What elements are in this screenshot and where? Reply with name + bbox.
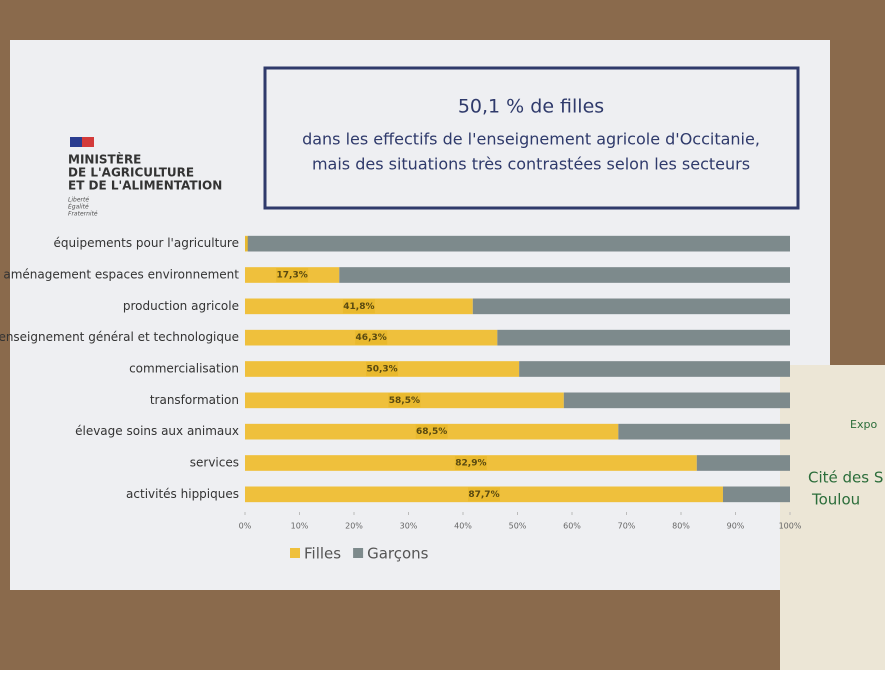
legend-swatch [353, 548, 364, 558]
y-tick-label: transformation [150, 393, 239, 407]
bar [563, 392, 790, 409]
value-label-box [415, 424, 448, 439]
value-label: 50,3% [366, 365, 397, 375]
value-label: 82,9% [455, 459, 486, 469]
bar [618, 423, 790, 440]
x-tick-label: 30% [400, 522, 418, 531]
logo-motto: Liberté [68, 197, 89, 204]
chart-subtitle: mais des situations très contrastées sel… [312, 155, 750, 174]
logo-motto: Fraternité [68, 211, 98, 218]
x-tick-label: 40% [454, 522, 472, 531]
value-label: 68,5% [416, 427, 447, 437]
chart-title: 50,1 % de filles [458, 96, 604, 118]
banner-text: Cité des S [808, 469, 883, 487]
value-label-box [467, 487, 500, 502]
bar [722, 486, 790, 503]
value-label: 58,5% [389, 396, 420, 406]
y-tick-label: élevage soins aux animaux [75, 424, 239, 438]
banner-text: Expo [850, 418, 877, 431]
legend-label: Garçons [367, 545, 429, 563]
y-tick-label: services [190, 456, 239, 470]
value-label: 87,7% [468, 490, 499, 500]
value-label: 17,3% [277, 271, 308, 281]
bar [339, 267, 790, 283]
bar [497, 329, 790, 346]
y-tick-label: commercialisation [129, 362, 239, 376]
value-label-box [355, 330, 388, 345]
slide [10, 40, 830, 590]
x-tick-label: 10% [291, 522, 309, 531]
value-label-box [388, 393, 421, 408]
value-label-box [276, 268, 309, 282]
x-tick-label: 0% [239, 522, 252, 531]
legend-swatch [290, 548, 300, 558]
banner-text: Toulou [811, 491, 860, 509]
value-label-box [454, 456, 487, 470]
logo-text: DE L'AGRICULTURE [68, 166, 194, 180]
y-tick-label: production agricole [123, 299, 239, 313]
value-label-box [366, 362, 399, 376]
y-tick-label: aménagement espaces environnement [3, 268, 239, 282]
bar [247, 235, 791, 252]
bar [472, 298, 790, 315]
x-tick-label: 20% [345, 522, 363, 531]
x-tick-label: 70% [618, 522, 636, 531]
logo-text: MINISTÈRE [68, 152, 141, 167]
banner [780, 365, 885, 670]
bar [696, 455, 790, 471]
logo-motto: Égalité [68, 203, 89, 211]
title-box [263, 66, 800, 210]
value-label-box [342, 299, 375, 314]
x-tick-label: 80% [672, 522, 690, 531]
x-tick-label: 90% [727, 522, 745, 531]
x-tick-label: 100% [779, 522, 802, 531]
x-tick-label: 60% [563, 522, 581, 531]
bar [519, 361, 790, 377]
x-tick-label: 50% [509, 522, 527, 531]
logo-text: ET DE L'ALIMENTATION [68, 179, 222, 193]
value-label: 41,8% [343, 302, 374, 312]
y-tick-label: activités hippiques [126, 487, 239, 501]
value-label: 46,3% [356, 333, 387, 343]
y-tick-label: équipements pour l'agriculture [54, 236, 239, 250]
y-tick-label: enseignement général et technologique [0, 330, 239, 344]
legend-label: Filles [304, 545, 341, 563]
logo-flag [70, 137, 82, 147]
chart-subtitle: dans les effectifs de l'enseignement agr… [302, 130, 760, 149]
logo-flag [82, 137, 94, 147]
